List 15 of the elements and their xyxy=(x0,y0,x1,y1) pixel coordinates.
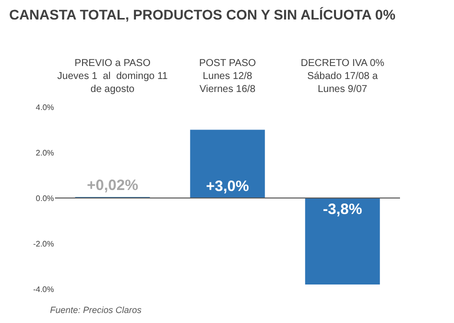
data-label: -3,8% xyxy=(322,201,362,218)
y-tick-label: 0.0% xyxy=(36,194,54,203)
y-tick-label: -2.0% xyxy=(33,239,54,248)
data-label: +3,0% xyxy=(206,178,249,195)
chart-title: CANASTA TOTAL, PRODUCTOS CON Y SIN ALÍCUOTA 0% xyxy=(9,6,396,22)
bar xyxy=(190,130,265,198)
data-label: +0,02% xyxy=(86,177,138,194)
source-note: Fuente: Precios Claros xyxy=(50,305,142,315)
x-tick-label: PREVIO a PASO Jueves 1 al domingo 11 de agosto xyxy=(57,58,168,95)
y-tick-label: 4.0% xyxy=(36,102,54,112)
x-tick-label: POST PASO Lunes 12/8 Viernes 16/8 xyxy=(199,58,256,95)
y-tick-label: -4.0% xyxy=(33,284,54,294)
x-tick-label: DECRETO IVA 0% Sábado 17/08 a Lunes 9/07 xyxy=(300,58,384,95)
y-tick-label: 2.0% xyxy=(36,148,54,158)
bar xyxy=(305,198,380,284)
